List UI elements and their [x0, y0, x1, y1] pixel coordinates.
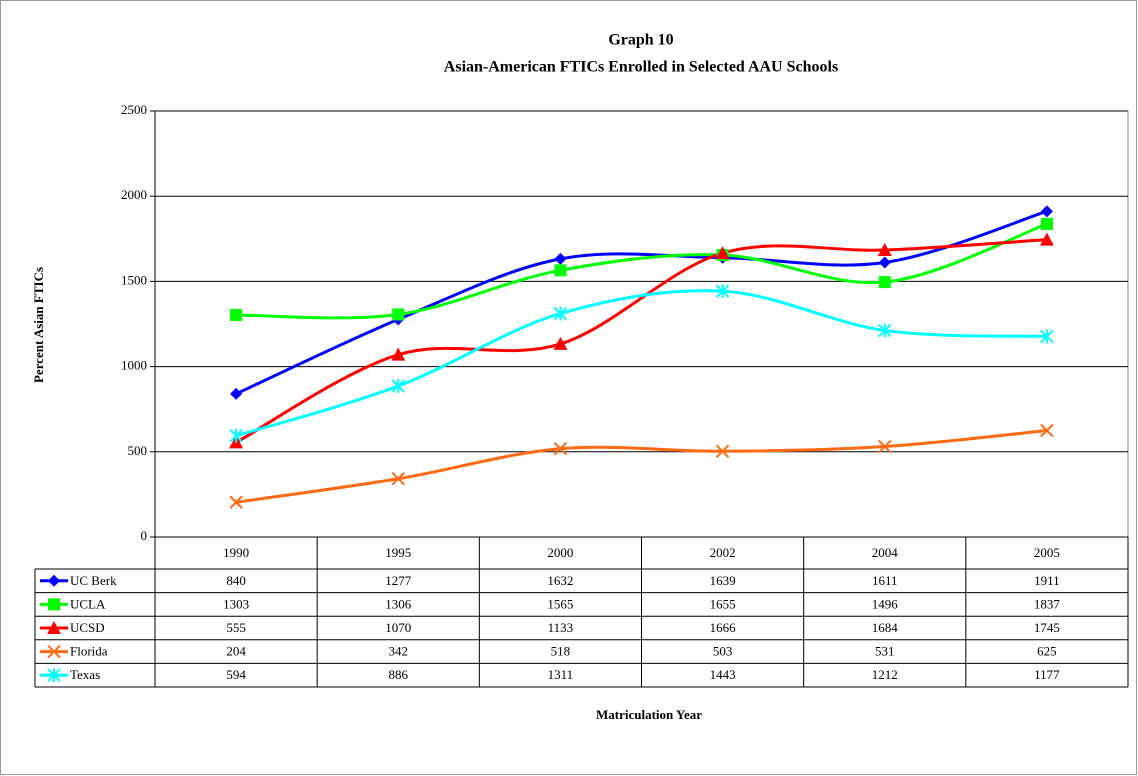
table-cell: 1070 — [385, 620, 411, 635]
marker — [47, 644, 61, 659]
x-tick-label: 1990 — [223, 545, 249, 560]
table-cell: 1496 — [872, 596, 899, 611]
table-cell: 1745 — [1034, 620, 1060, 635]
marker — [878, 256, 891, 269]
table-cell: 1565 — [547, 596, 573, 611]
table-cell: 1306 — [385, 596, 412, 611]
x-tick-label: 2005 — [1034, 545, 1060, 560]
marker — [47, 668, 61, 683]
x-tick-label: 2000 — [547, 545, 573, 560]
table-cell: 1133 — [548, 620, 574, 635]
legend-label: Texas — [70, 667, 100, 682]
marker — [230, 387, 243, 400]
table-cell: 1212 — [872, 667, 898, 682]
table-cell: 1632 — [547, 573, 573, 588]
marker — [554, 264, 567, 277]
table-cell: 518 — [551, 644, 571, 659]
marker — [229, 495, 243, 509]
marker — [553, 336, 568, 350]
y-tick-label: 2500 — [121, 102, 147, 117]
marker — [230, 308, 243, 321]
legend-label: UCSD — [70, 620, 105, 635]
marker — [48, 574, 60, 587]
table-cell: 1311 — [548, 667, 574, 682]
table-cell: 625 — [1037, 644, 1057, 659]
legend-label: UC Berk — [70, 573, 117, 588]
x-axis-title: Matriculation Year — [596, 707, 702, 722]
marker — [48, 598, 60, 611]
x-tick-label: 2004 — [872, 545, 899, 560]
marker — [877, 243, 892, 257]
y-tick-label: 500 — [128, 443, 148, 458]
table-cell: 1277 — [385, 573, 412, 588]
marker — [391, 379, 405, 394]
series-line — [235, 238, 1048, 444]
marker — [229, 428, 243, 443]
table-cell: 555 — [226, 620, 246, 635]
table-cell: 840 — [226, 573, 246, 588]
series-line — [235, 289, 1047, 438]
marker — [715, 246, 730, 260]
table-cell: 1611 — [872, 573, 898, 588]
y-tick-label: 0 — [141, 528, 148, 543]
series-line — [236, 222, 1048, 320]
marker — [878, 323, 892, 338]
marker — [553, 442, 568, 456]
marker — [392, 308, 405, 321]
table-cell: 1666 — [710, 620, 737, 635]
y-tick-label: 1500 — [121, 272, 147, 287]
marker — [47, 621, 61, 634]
series-line — [235, 209, 1048, 396]
legend-label: UCLA — [70, 596, 106, 611]
marker — [391, 347, 406, 361]
table-cell: 204 — [226, 644, 246, 659]
marker — [715, 284, 730, 299]
y-tick-label: 1000 — [121, 358, 147, 373]
table-cell: 1655 — [710, 596, 736, 611]
table-cell: 531 — [875, 644, 895, 659]
marker — [553, 306, 568, 321]
marker — [1040, 329, 1054, 344]
x-tick-label: 2002 — [710, 545, 736, 560]
x-tick-label: 1995 — [385, 545, 411, 560]
table-cell: 1639 — [710, 573, 736, 588]
table-cell: 1443 — [710, 667, 736, 682]
marker — [715, 444, 730, 458]
marker — [878, 439, 892, 454]
table-cell: 1911 — [1034, 573, 1060, 588]
table-cell: 503 — [713, 644, 733, 659]
marker — [391, 472, 405, 486]
y-tick-label: 2000 — [121, 187, 147, 202]
marker — [554, 252, 567, 265]
table-cell: 1837 — [1034, 596, 1061, 611]
table-cell: 594 — [226, 667, 246, 682]
chart-subtitle: Asian-American FTICs Enrolled in Selecte… — [444, 59, 838, 76]
marker — [1040, 205, 1053, 218]
legend-label: Florida — [70, 644, 108, 659]
table-cell: 1303 — [223, 596, 249, 611]
table-cell: 886 — [389, 667, 409, 682]
table-cell: 342 — [389, 644, 409, 659]
marker — [1040, 217, 1053, 230]
marker — [1040, 423, 1054, 438]
marker — [1039, 232, 1054, 246]
series-line — [235, 429, 1048, 504]
table-cell: 1684 — [872, 620, 899, 635]
marker — [878, 276, 891, 289]
y-axis-title: Percent Asian FTICs — [31, 267, 46, 383]
table-cell: 1177 — [1034, 667, 1060, 682]
chart-title: Graph 10 — [608, 32, 673, 49]
